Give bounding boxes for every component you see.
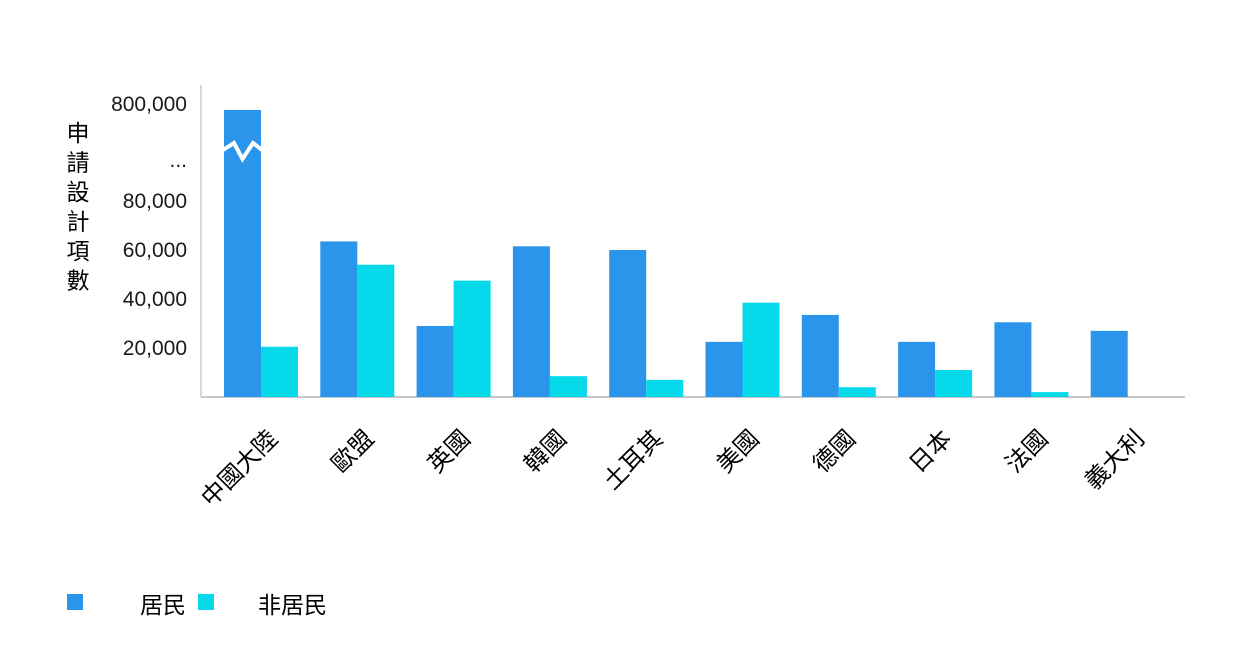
x-tick-label: 英國	[422, 424, 476, 478]
x-tick-label: 韓國	[518, 424, 572, 478]
y-axis-label-char: 計	[67, 210, 90, 236]
x-tick-label: 義大利	[1079, 424, 1150, 495]
x-tick-label: 德國	[807, 424, 861, 478]
bar-resident	[706, 342, 743, 397]
legend: 居民 非居民	[67, 593, 327, 619]
y-axis-label-char: 項	[67, 239, 90, 265]
x-tick-label: 法國	[1000, 424, 1054, 478]
legend-swatch	[67, 594, 83, 610]
legend-label: 非居民	[258, 593, 327, 619]
bar-nonresident	[357, 265, 394, 397]
y-tick-label: 80,000	[123, 190, 187, 213]
bar-nonresident	[261, 347, 298, 397]
y-tick-label: 40,000	[123, 288, 187, 311]
bar-nonresident	[1031, 392, 1068, 397]
bar-resident	[1091, 331, 1128, 397]
y-tick-label: ...	[169, 149, 187, 172]
legend-swatch	[198, 594, 214, 610]
bar-nonresident	[839, 387, 876, 397]
x-tick-label: 日本	[904, 424, 958, 478]
y-axis-label-char: 申	[67, 121, 90, 147]
bar-resident	[513, 246, 550, 397]
bar-resident	[224, 110, 261, 397]
y-axis-label-char: 數	[67, 269, 90, 295]
y-axis-label: 申請設計項數	[67, 121, 90, 295]
x-tick-label: 美國	[711, 424, 765, 478]
bar-nonresident	[743, 303, 780, 397]
x-tick-label: 土耳其	[598, 424, 669, 495]
bar-resident	[320, 241, 357, 397]
bar-nonresident	[935, 370, 972, 397]
bar-nonresident	[550, 376, 587, 397]
x-axis-ticks: 中國大陸歐盟英國韓國土耳其美國德國日本法國義大利	[196, 424, 1150, 512]
legend-label: 居民	[140, 593, 186, 619]
y-axis-label-char: 設	[67, 180, 90, 206]
y-tick-label: 800,000	[111, 93, 187, 116]
bar-resident	[417, 326, 454, 397]
x-tick-label: 歐盟	[326, 424, 380, 478]
y-axis-ticks: 20,000 40,000 60,000 80,000... 800,000	[111, 93, 187, 360]
bar-nonresident	[454, 281, 491, 397]
bar-resident	[898, 342, 935, 397]
bar-nonresident	[646, 380, 683, 397]
bar-resident	[609, 250, 646, 397]
bars	[223, 110, 1128, 397]
bar-resident	[802, 315, 839, 397]
y-tick-label: 60,000	[123, 239, 187, 262]
x-tick-label: 中國大陸	[196, 424, 284, 512]
bar-resident	[994, 322, 1031, 397]
y-axis-label-char: 請	[67, 151, 90, 177]
y-tick-label: 20,000	[123, 337, 187, 360]
